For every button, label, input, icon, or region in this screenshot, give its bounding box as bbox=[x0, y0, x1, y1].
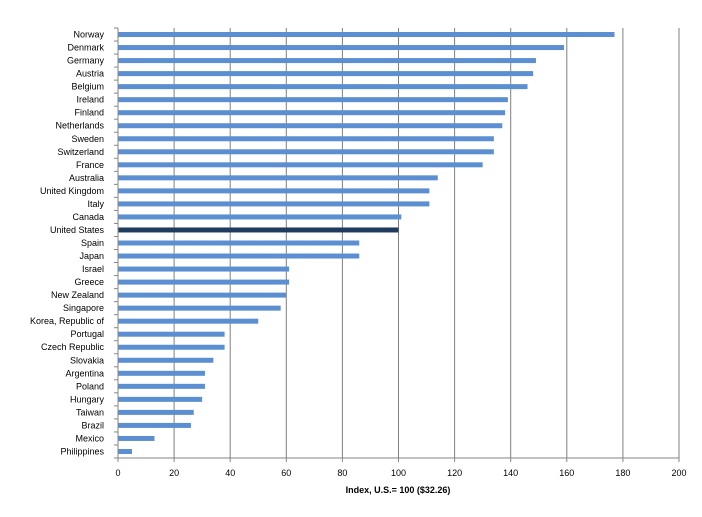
category-label: Austria bbox=[76, 69, 104, 79]
bar-netherlands bbox=[118, 123, 503, 129]
category-label: Taiwan bbox=[76, 407, 104, 417]
bar-ireland bbox=[118, 97, 508, 103]
x-tick-label: 40 bbox=[225, 468, 235, 478]
x-tick-label: 60 bbox=[281, 468, 291, 478]
category-label: Portugal bbox=[70, 329, 104, 339]
bar-new-zealand bbox=[118, 292, 287, 298]
bar-slovakia bbox=[118, 357, 214, 363]
bar-france bbox=[118, 162, 483, 168]
bar-spain bbox=[118, 240, 360, 246]
bar-switzerland bbox=[118, 149, 494, 155]
category-label: Ireland bbox=[76, 95, 104, 105]
x-axis-title: Index, U.S.= 100 ($32.26) bbox=[346, 485, 451, 495]
category-label: Korea, Republic of bbox=[30, 316, 105, 326]
bar-japan bbox=[118, 253, 360, 259]
category-labels: Norway Denmark Germany Austria Belgium Irelan… bbox=[30, 30, 105, 457]
bar-finland bbox=[118, 110, 506, 116]
bar-israel bbox=[118, 266, 290, 272]
category-label: Greece bbox=[74, 277, 104, 287]
category-label: France bbox=[76, 160, 104, 170]
category-label: Canada bbox=[72, 212, 104, 222]
category-label: Singapore bbox=[63, 303, 104, 313]
category-label: Israel bbox=[82, 264, 104, 274]
bar-canada bbox=[118, 214, 402, 220]
bar-australia bbox=[118, 175, 438, 181]
bar-korea-republic-of bbox=[118, 318, 259, 324]
category-label: Czech Republic bbox=[41, 342, 105, 352]
bar-sweden bbox=[118, 136, 494, 142]
x-tick-label: 180 bbox=[615, 468, 630, 478]
bar-united-kingdom bbox=[118, 188, 430, 194]
bar-greece bbox=[118, 279, 290, 285]
category-label: Netherlands bbox=[55, 121, 104, 131]
bar-belgium bbox=[118, 84, 528, 90]
bar-argentina bbox=[118, 370, 205, 376]
bar-philippines bbox=[118, 448, 133, 454]
x-tick-label: 140 bbox=[503, 468, 518, 478]
category-label: Argentina bbox=[65, 368, 104, 378]
category-label: Finland bbox=[74, 108, 104, 118]
x-tick-label: 120 bbox=[447, 468, 462, 478]
bar-united-states bbox=[118, 227, 399, 233]
category-label: Germany bbox=[67, 56, 105, 66]
bar-portugal bbox=[118, 331, 225, 337]
category-label: Poland bbox=[76, 381, 104, 391]
category-label: Japan bbox=[79, 251, 104, 261]
bar-poland bbox=[118, 383, 205, 389]
category-label: United Kingdom bbox=[40, 186, 104, 196]
category-label: Mexico bbox=[75, 433, 104, 443]
bar-denmark bbox=[118, 45, 564, 51]
bar-austria bbox=[118, 71, 534, 77]
bars bbox=[118, 32, 615, 454]
bar-mexico bbox=[118, 435, 155, 441]
category-label: Spain bbox=[81, 238, 104, 248]
bar-norway bbox=[118, 32, 615, 38]
x-tick-label: 200 bbox=[671, 468, 686, 478]
category-label: Philippines bbox=[60, 446, 104, 456]
x-tick-label: 160 bbox=[559, 468, 574, 478]
bar-brazil bbox=[118, 422, 191, 428]
category-label: Hungary bbox=[70, 394, 105, 404]
bar-hungary bbox=[118, 396, 203, 402]
x-tick-label: 20 bbox=[169, 468, 179, 478]
x-tick-label: 0 bbox=[115, 468, 120, 478]
category-label: Slovakia bbox=[70, 355, 104, 365]
category-label: Denmark bbox=[67, 43, 104, 53]
category-label: Italy bbox=[87, 199, 104, 209]
bar-germany bbox=[118, 58, 536, 64]
bar-taiwan bbox=[118, 409, 194, 415]
bar-italy bbox=[118, 201, 430, 207]
category-label: Switzerland bbox=[57, 147, 104, 157]
category-label: United States bbox=[50, 225, 105, 235]
x-tick-label: 100 bbox=[391, 468, 406, 478]
bar-singapore bbox=[118, 305, 281, 311]
category-label: Brazil bbox=[81, 420, 104, 430]
x-tick-labels: 0 20 40 60 80 100 120 140 160 180 200 bbox=[115, 468, 686, 478]
category-label: Norway bbox=[73, 30, 104, 40]
category-label: Sweden bbox=[71, 134, 104, 144]
category-label: Belgium bbox=[71, 82, 104, 92]
bar-czech-republic bbox=[118, 344, 225, 350]
axes bbox=[114, 27, 680, 462]
category-label: New Zealand bbox=[51, 290, 104, 300]
x-tick-label: 80 bbox=[337, 468, 347, 478]
category-label: Australia bbox=[69, 173, 104, 183]
